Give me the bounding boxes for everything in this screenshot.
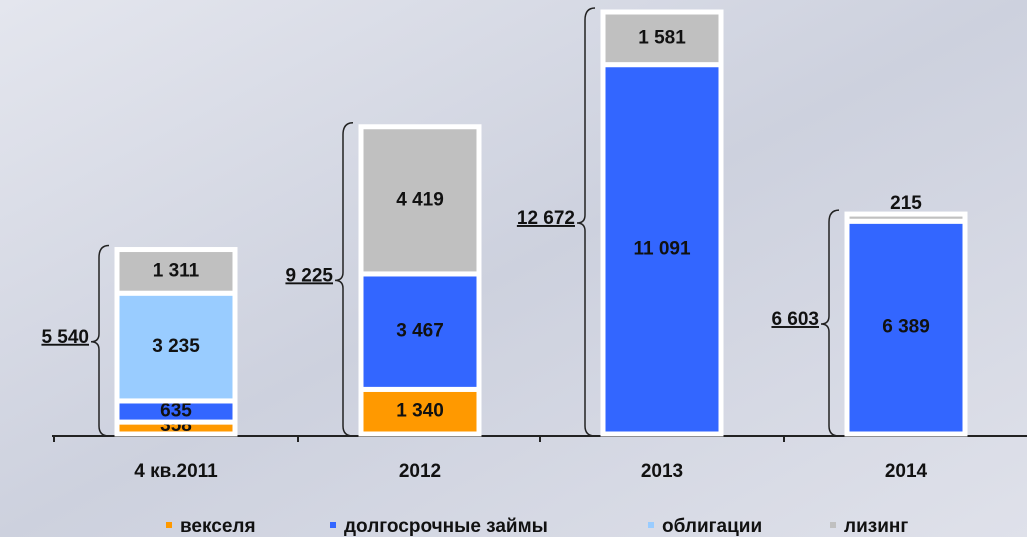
data-label: 4 419 — [396, 189, 444, 210]
total-label: 12 672 — [517, 208, 575, 229]
data-label: 1 340 — [396, 401, 444, 422]
legend-label: лизинг — [844, 516, 908, 537]
bar-segment — [847, 214, 965, 221]
legend-marker — [166, 522, 172, 528]
data-label: 1 311 — [153, 260, 200, 281]
legend-marker — [648, 522, 654, 528]
total-label: 6 603 — [771, 309, 819, 330]
chart: 4 кв.20113586353 2351 3115 54020121 3403… — [0, 0, 1027, 537]
data-label: 635 — [160, 401, 192, 422]
data-label: 3 467 — [396, 321, 444, 342]
data-label: 6 389 — [882, 317, 930, 338]
total-label: 5 540 — [41, 327, 89, 348]
x-tick-label: 2014 — [885, 461, 928, 482]
legend-label: долгосрочные займы — [344, 516, 548, 537]
legend-label: облигации — [662, 516, 762, 537]
data-label: 3 235 — [152, 336, 200, 357]
total-label: 9 225 — [285, 265, 333, 286]
x-tick-label: 2013 — [641, 461, 683, 482]
x-tick-label: 2012 — [399, 461, 441, 482]
data-label: 11 091 — [633, 238, 690, 259]
x-tick-label: 4 кв.2011 — [134, 461, 218, 482]
legend-marker — [330, 522, 336, 528]
data-label: 215 — [890, 193, 922, 214]
data-label: 1 581 — [638, 27, 686, 48]
legend-marker — [830, 522, 836, 528]
legend-label: векселя — [180, 516, 256, 537]
